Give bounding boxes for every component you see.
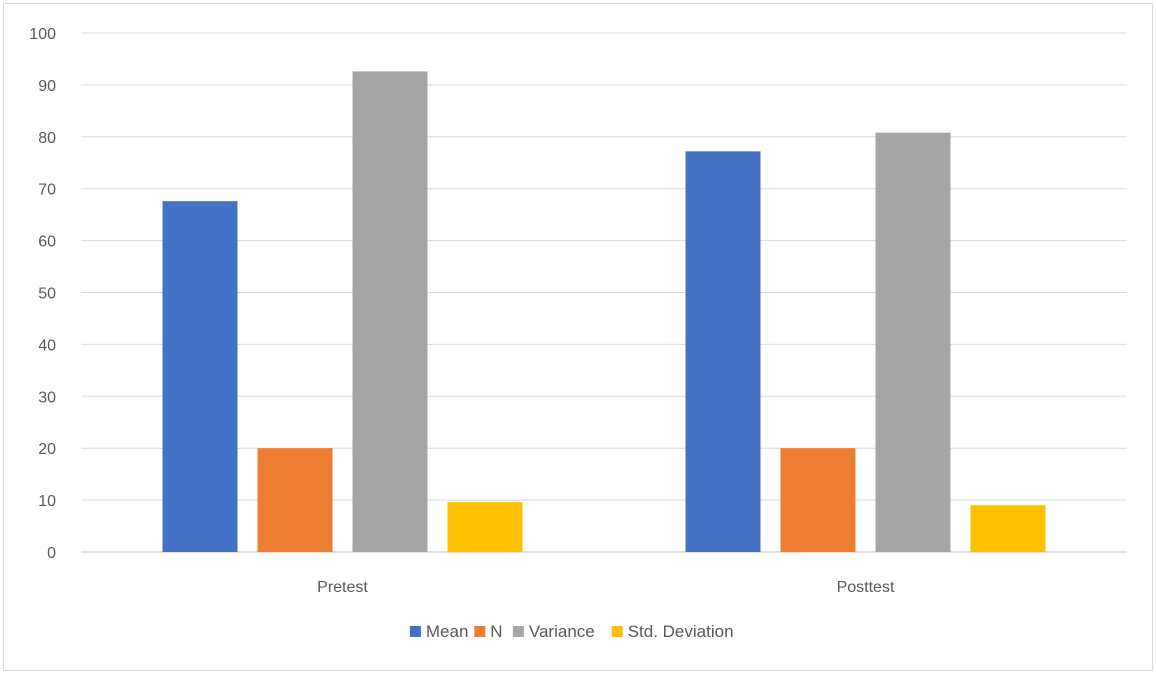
legend-swatch-1	[474, 626, 486, 637]
x-category-label: Pretest	[317, 579, 368, 596]
legend-swatch-3	[611, 626, 623, 637]
y-tick-label: 40	[38, 337, 56, 354]
bar-n-posttest	[780, 448, 856, 552]
legend-label: Mean	[426, 622, 469, 641]
legend-swatch-0	[409, 626, 421, 637]
bar-chart: 0 10 20 30 40 50 60 70 80 90 100 Pretest Posttest M…	[29, 26, 1127, 641]
bar-variance-posttest	[875, 132, 951, 552]
y-tick-label: 80	[38, 130, 56, 147]
bars	[162, 71, 1046, 552]
y-tick-label: 50	[38, 286, 56, 303]
legend-label: Std. Deviation	[628, 622, 734, 641]
bar-mean-pretest	[162, 201, 238, 552]
bar-mean-posttest	[685, 151, 761, 552]
x-category-label: Posttest	[837, 579, 895, 596]
legend-label: Variance	[529, 622, 595, 641]
chart-frame: 0 10 20 30 40 50 60 70 80 90 100 Pretest Posttest M…	[3, 3, 1153, 671]
y-tick-label: 20	[38, 441, 56, 458]
y-tick-label: 90	[38, 78, 56, 95]
y-tick-label: 30	[38, 389, 56, 406]
gridlines	[81, 32, 1127, 553]
x-axis: Pretest Posttest	[317, 579, 895, 596]
y-axis-tick-labels: 0 10 20 30 40 50 60 70 80 90 100	[29, 26, 56, 562]
bar-std-deviation-pretest	[447, 502, 523, 552]
legend: Mean N Variance Std. Deviation	[409, 622, 734, 641]
y-tick-label: 60	[38, 234, 56, 251]
y-tick-label: 100	[29, 26, 56, 43]
legend-swatch-2	[512, 626, 524, 637]
y-tick-label: 70	[38, 182, 56, 199]
y-tick-label: 0	[47, 545, 56, 562]
y-tick-label: 10	[38, 493, 56, 510]
bar-std-deviation-posttest	[970, 505, 1046, 552]
legend-label: N	[490, 622, 502, 641]
bar-variance-pretest	[352, 71, 428, 552]
bar-n-pretest	[257, 448, 333, 552]
